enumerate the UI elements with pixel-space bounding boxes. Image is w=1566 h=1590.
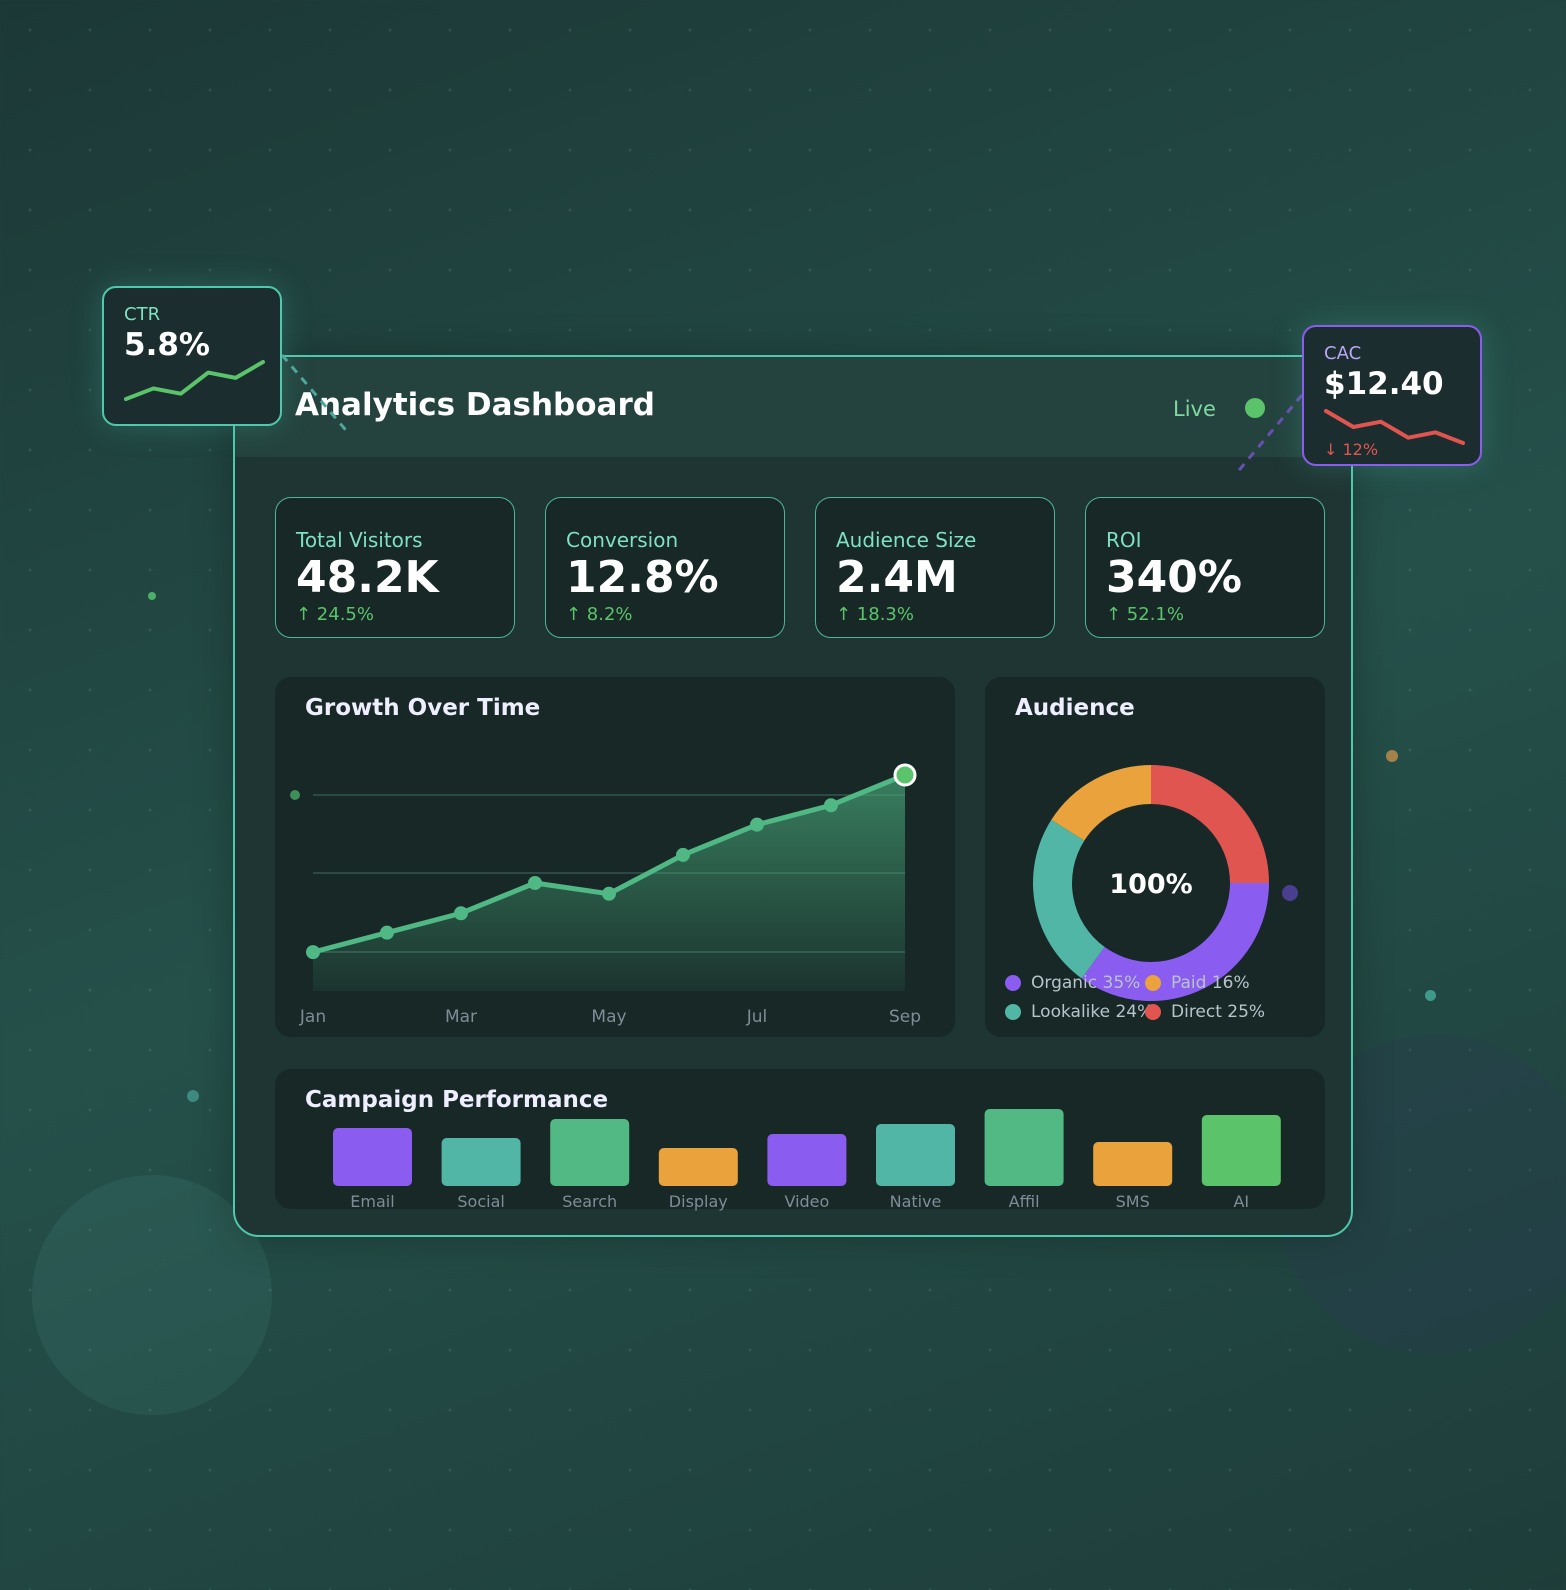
donut-slice-direct xyxy=(1151,765,1269,883)
decor-dot xyxy=(187,1090,199,1102)
legend-item-direct: Direct 25% xyxy=(1145,1002,1265,1022)
bar-search xyxy=(550,1119,630,1186)
legend-label: Lookalike 24% xyxy=(1031,1002,1154,1022)
x-tick-label: May xyxy=(591,1007,626,1027)
sparkline-path xyxy=(1324,409,1465,445)
bar-ai xyxy=(1201,1115,1281,1186)
chart-title: Audience xyxy=(1015,695,1135,721)
bar-sms xyxy=(1093,1142,1173,1186)
campaign-bar-chart: Email Social Search Display Video Native Affil… xyxy=(333,1109,1281,1211)
live-status-label: Live xyxy=(1173,397,1216,421)
legend-swatch xyxy=(1005,1004,1021,1020)
legend-item-lookalike: Lookalike 24% xyxy=(1005,1002,1153,1022)
ctr-floating-card: CTR 5.8% xyxy=(102,286,282,426)
kpi-label: Total Visitors xyxy=(296,528,423,552)
cac-value: $12.40 xyxy=(1324,366,1444,402)
kpi-label: Audience Size xyxy=(836,528,977,552)
ctr-label: CTR xyxy=(124,304,161,325)
campaign-chart-card: Campaign Performance Email Social Search Di… xyxy=(275,1069,1325,1211)
bar-social xyxy=(441,1138,521,1186)
chart-title: Campaign Performance xyxy=(305,1087,609,1113)
cac-label: CAC xyxy=(1324,343,1362,364)
bar-category-label: Video xyxy=(784,1192,829,1211)
audience-donut-chart: 100% xyxy=(1033,765,1298,1001)
bar-email xyxy=(333,1128,412,1186)
data-point xyxy=(454,906,468,921)
donut-slice-organic xyxy=(1081,883,1269,1001)
kpi-value: 48.2K xyxy=(296,552,439,603)
data-point xyxy=(824,798,838,813)
legend-swatch xyxy=(1005,975,1021,991)
decor-dot xyxy=(1282,885,1298,901)
sparkline-path xyxy=(124,360,265,401)
data-point xyxy=(602,886,616,901)
dashboard-panel: Analytics Dashboard Live Total Visitors 4… xyxy=(233,355,1353,1237)
audience-chart-card: Audience 100% Organic 35% Paid 16% Looka… xyxy=(985,677,1325,1037)
kpi-value: 2.4M xyxy=(836,552,958,603)
bar-video xyxy=(767,1134,847,1186)
bar-category-label: Search xyxy=(562,1192,617,1211)
donut-slice-paid xyxy=(1051,765,1151,841)
bar-category-label: Display xyxy=(669,1192,728,1211)
kpi-label: ROI xyxy=(1106,528,1142,552)
donut-slice-lookalike xyxy=(1033,819,1105,979)
kpi-change: ↑ 18.3% xyxy=(836,604,914,625)
bar-display xyxy=(658,1148,738,1186)
ctr-value: 5.8% xyxy=(124,327,210,363)
x-tick-label: Jan xyxy=(299,1007,326,1027)
x-tick-label: Sep xyxy=(889,1007,921,1027)
x-tick-label: Jul xyxy=(746,1007,768,1027)
bar-affil xyxy=(984,1109,1064,1186)
kpi-card-conversion: Conversion 12.8% ↑ 8.2% xyxy=(545,497,785,638)
decor-circle xyxy=(32,1175,272,1415)
legend-label: Direct 25% xyxy=(1171,1002,1266,1022)
ctr-sparkline xyxy=(124,360,265,401)
page-title: Analytics Dashboard xyxy=(295,387,655,423)
decor-dot xyxy=(148,592,156,600)
legend-label: Paid 16% xyxy=(1171,973,1250,993)
kpi-card-roi: ROI 340% ↑ 52.1% xyxy=(1085,497,1325,638)
bar-category-label: AI xyxy=(1233,1192,1249,1211)
data-point xyxy=(380,925,394,940)
bar-native xyxy=(876,1124,955,1186)
kpi-value: 340% xyxy=(1106,552,1242,603)
data-point xyxy=(676,847,690,862)
bar-category-label: Affil xyxy=(1009,1192,1040,1211)
cac-floating-card: CAC $12.40 ↓ 12% xyxy=(1302,325,1482,466)
kpi-change: ↑ 8.2% xyxy=(566,604,633,625)
kpi-change: ↑ 52.1% xyxy=(1106,604,1184,625)
legend-swatch xyxy=(1145,1004,1161,1020)
chart-title: Growth Over Time xyxy=(305,695,541,721)
data-point xyxy=(528,876,542,890)
legend-item-paid: Paid 16% xyxy=(1145,973,1250,993)
dashboard-header: Analytics Dashboard Live xyxy=(235,357,1351,457)
legend-item-organic: Organic 35% xyxy=(1005,973,1140,993)
kpi-card-audience-size: Audience Size 2.4M ↑ 18.3% xyxy=(815,497,1055,638)
kpi-label: Conversion xyxy=(566,528,679,552)
bar-category-label: Native xyxy=(890,1192,942,1211)
legend-swatch xyxy=(1145,975,1161,991)
bar-category-label: Email xyxy=(350,1192,394,1211)
live-indicator-icon xyxy=(1245,398,1265,418)
cac-change: ↓ 12% xyxy=(1324,440,1379,459)
bar-category-label: SMS xyxy=(1116,1192,1150,1211)
decor-dot xyxy=(1386,750,1398,762)
growth-line-chart: Jan Mar May Jul Sep xyxy=(290,763,921,1027)
x-tick-label: Mar xyxy=(445,1007,477,1027)
cac-sparkline xyxy=(1324,409,1465,445)
kpi-value: 12.8% xyxy=(566,552,719,603)
axis-marker-dot xyxy=(290,790,300,800)
bar-category-label: Social xyxy=(457,1192,504,1211)
donut-center-label: 100% xyxy=(1109,869,1192,900)
decor-dot xyxy=(1425,990,1436,1001)
data-point-highlight xyxy=(893,763,917,787)
data-point xyxy=(306,945,320,960)
data-point xyxy=(750,817,764,832)
kpi-card-total-visitors: Total Visitors 48.2K ↑ 24.5% xyxy=(275,497,515,638)
legend-label: Organic 35% xyxy=(1031,973,1141,993)
growth-chart-card: Growth Over Time Jan Mar May Jul Sep xyxy=(275,677,955,1037)
kpi-change: ↑ 24.5% xyxy=(296,604,374,625)
